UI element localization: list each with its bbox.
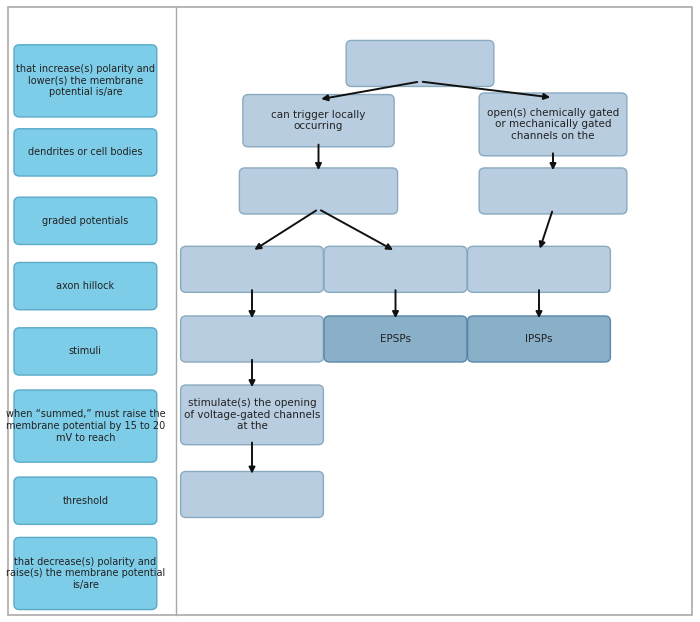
- FancyBboxPatch shape: [181, 246, 323, 292]
- FancyBboxPatch shape: [324, 246, 467, 292]
- FancyBboxPatch shape: [8, 7, 692, 615]
- Text: that increase(s) polarity and
lower(s) the membrane
potential is/are: that increase(s) polarity and lower(s) t…: [16, 64, 155, 98]
- FancyBboxPatch shape: [14, 390, 157, 462]
- FancyBboxPatch shape: [346, 40, 494, 86]
- FancyBboxPatch shape: [181, 316, 323, 362]
- FancyBboxPatch shape: [468, 316, 610, 362]
- FancyBboxPatch shape: [479, 93, 627, 156]
- Text: stimuli: stimuli: [69, 346, 102, 356]
- FancyBboxPatch shape: [239, 168, 398, 214]
- FancyBboxPatch shape: [14, 45, 157, 117]
- FancyBboxPatch shape: [14, 197, 157, 244]
- FancyBboxPatch shape: [243, 95, 394, 147]
- Text: stimulate(s) the opening
of voltage-gated channels
at the: stimulate(s) the opening of voltage-gate…: [184, 398, 320, 432]
- Text: graded potentials: graded potentials: [42, 216, 129, 226]
- Text: can trigger locally
occurring: can trigger locally occurring: [272, 110, 365, 131]
- Text: dendrites or cell bodies: dendrites or cell bodies: [28, 147, 143, 157]
- Text: when “summed,” must raise the
membrane potential by 15 to 20
mV to reach: when “summed,” must raise the membrane p…: [6, 409, 165, 443]
- FancyBboxPatch shape: [14, 262, 157, 310]
- FancyBboxPatch shape: [14, 537, 157, 610]
- FancyBboxPatch shape: [324, 316, 467, 362]
- Text: IPSPs: IPSPs: [525, 334, 553, 344]
- Text: axon hillock: axon hillock: [56, 281, 115, 291]
- FancyBboxPatch shape: [181, 471, 323, 518]
- Text: that decrease(s) polarity and
raise(s) the membrane potential
is/are: that decrease(s) polarity and raise(s) t…: [6, 557, 165, 590]
- FancyBboxPatch shape: [479, 168, 627, 214]
- Text: open(s) chemically gated
or mechanically gated
channels on the: open(s) chemically gated or mechanically…: [487, 108, 619, 141]
- FancyBboxPatch shape: [14, 129, 157, 176]
- FancyBboxPatch shape: [14, 328, 157, 375]
- Text: EPSPs: EPSPs: [380, 334, 411, 344]
- FancyBboxPatch shape: [181, 385, 323, 445]
- FancyBboxPatch shape: [14, 477, 157, 524]
- Text: threshold: threshold: [62, 496, 108, 506]
- FancyBboxPatch shape: [468, 246, 610, 292]
